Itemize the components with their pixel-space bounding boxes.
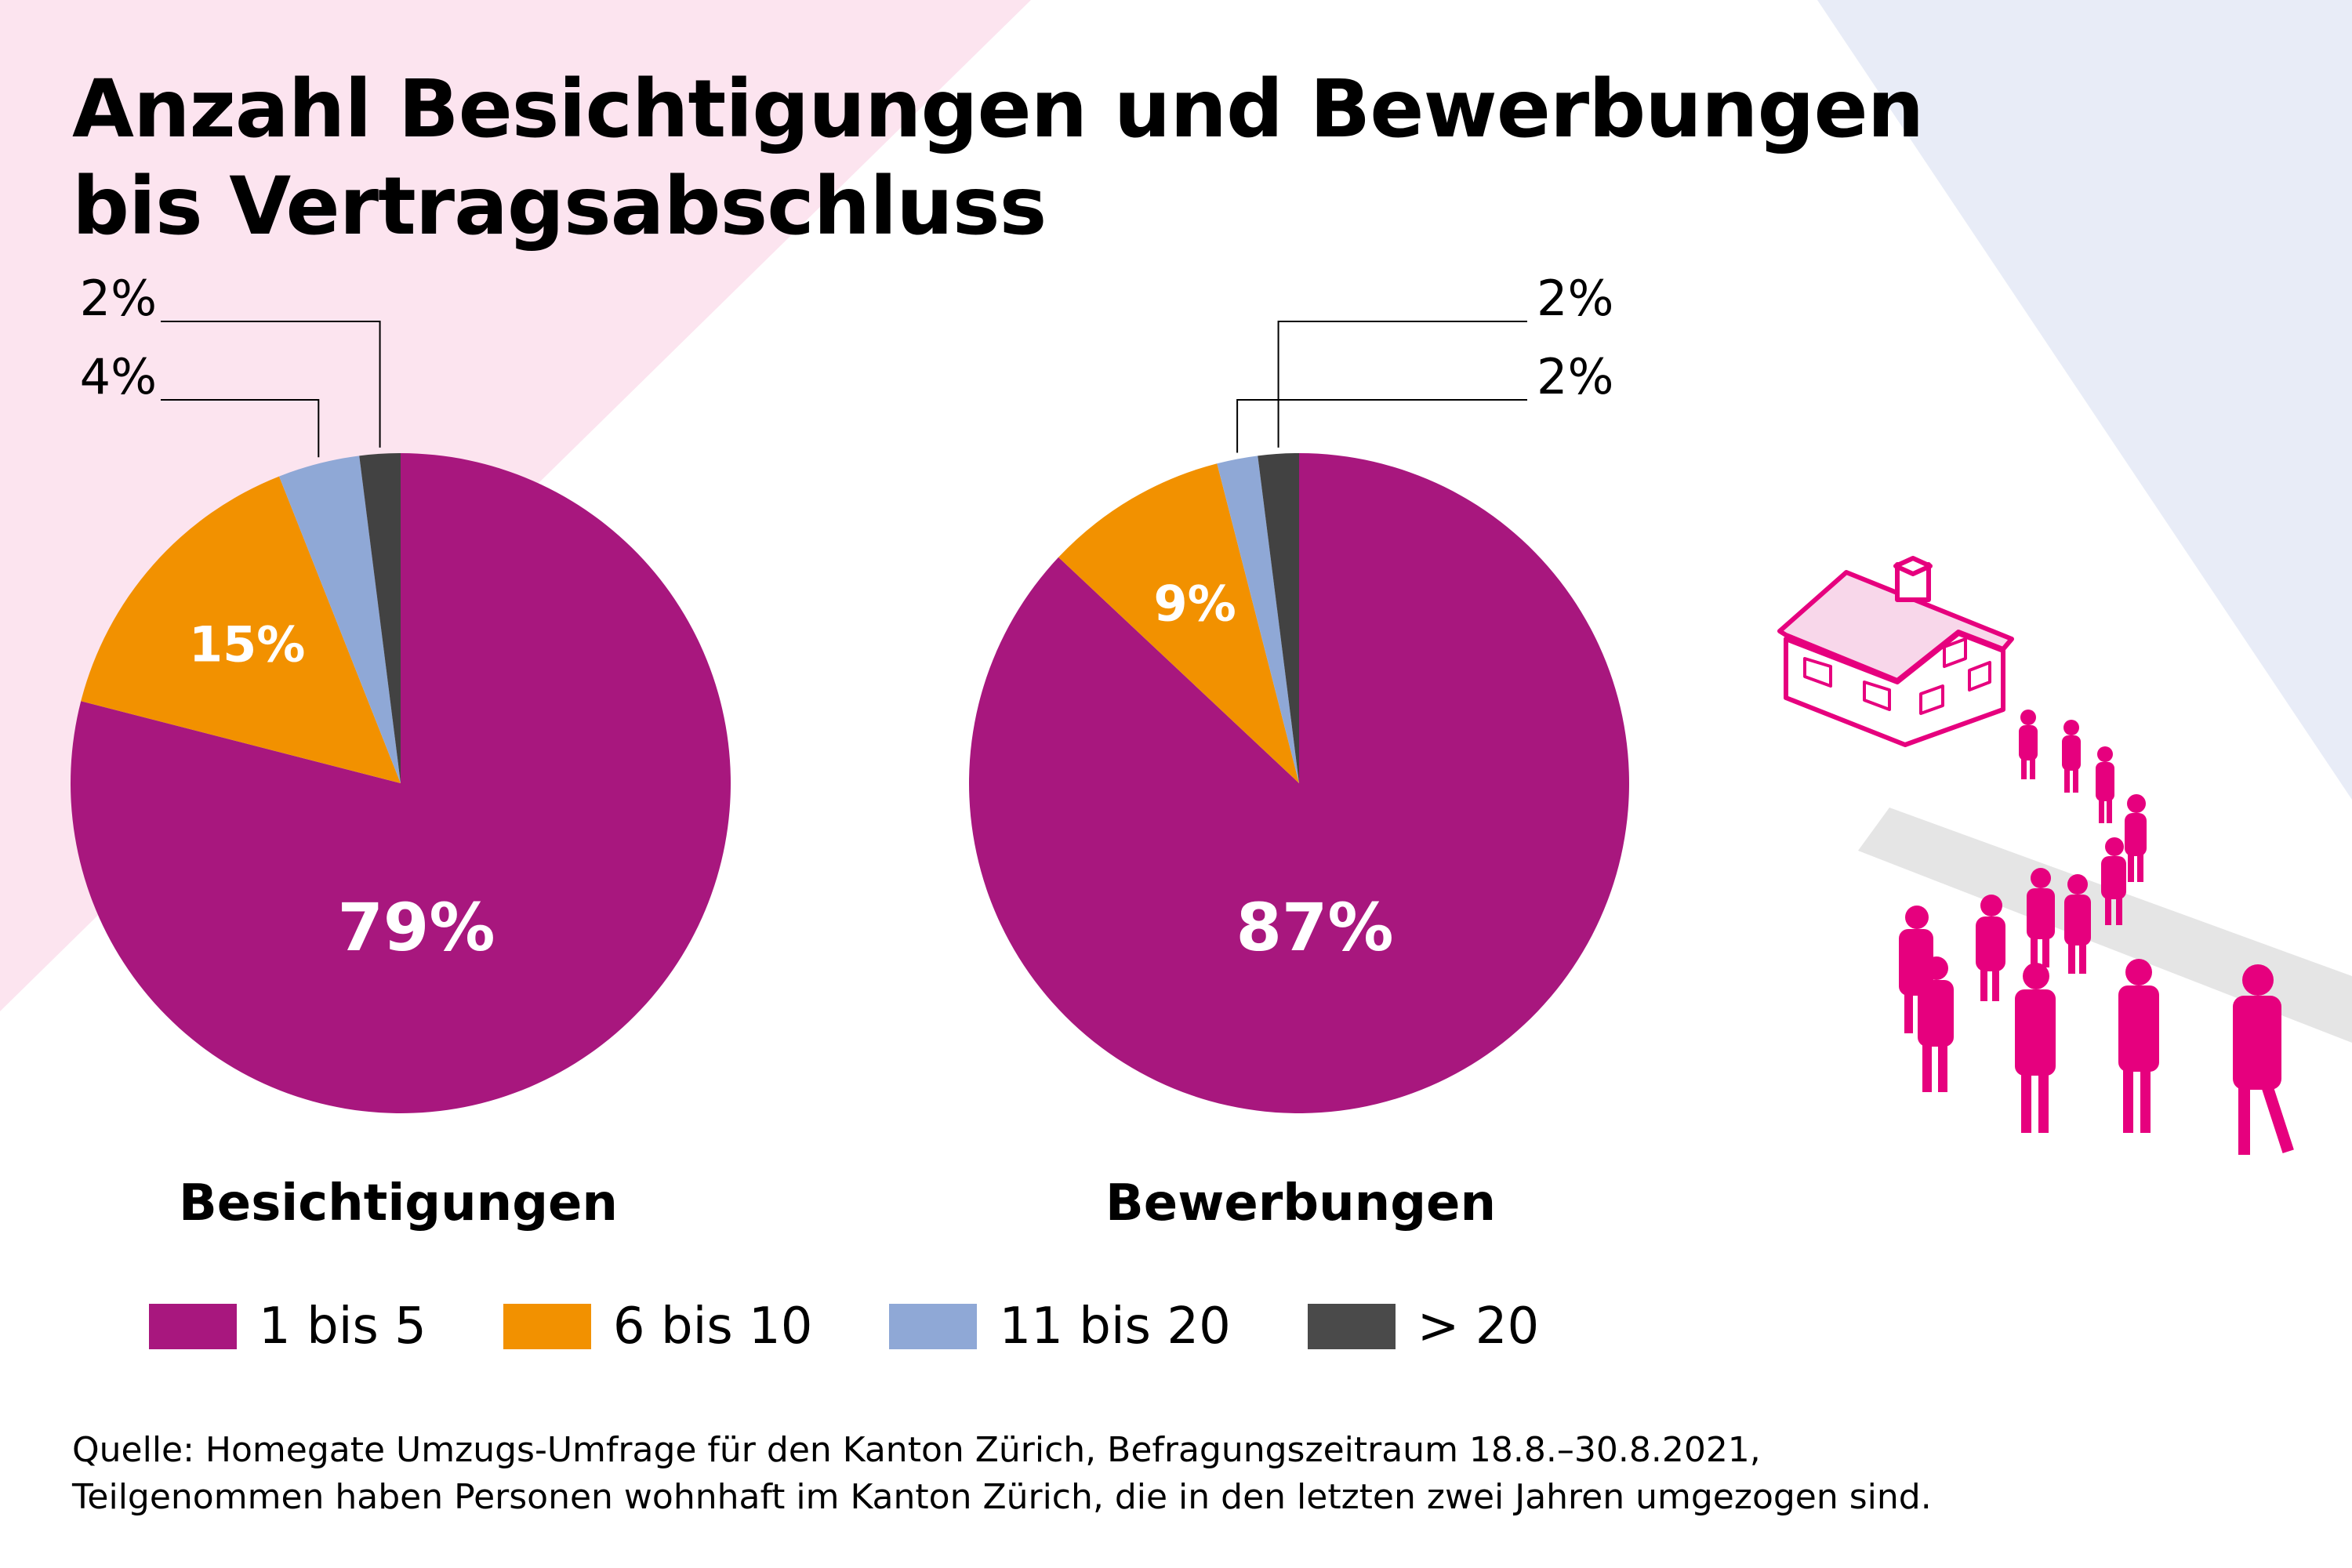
slice-label: 9%	[1153, 575, 1236, 632]
source-line-1: Quelle: Homegate Umzugs-Umfrage für den …	[72, 1430, 1761, 1470]
person-icon	[2233, 964, 2294, 1155]
person-icon	[2125, 794, 2147, 882]
person-icon	[2019, 710, 2038, 779]
legend-swatch	[1307, 1304, 1396, 1349]
person-icon	[2062, 720, 2081, 793]
slice-outer-label: 2%	[1537, 348, 1613, 405]
person-icon	[1918, 956, 1954, 1092]
slice-label: 15%	[189, 615, 305, 673]
legend-swatch	[149, 1304, 237, 1349]
legend-item-11-bis-20: 11 bis 20	[889, 1298, 1231, 1356]
pie-slice-bewerbungen-2	[1217, 456, 1299, 783]
legend-label: 6 bis 10	[612, 1298, 813, 1356]
pie-slice-besichtigungen-2	[279, 456, 401, 783]
legend-swatch	[889, 1304, 978, 1349]
slice-label: 87%	[1236, 889, 1393, 966]
bg-blue-triangle	[1817, 0, 2352, 800]
legend-label: > 20	[1417, 1298, 1540, 1356]
title-line-2: bis Vertragsabschluss	[72, 160, 1047, 253]
legend: 1 bis 5 6 bis 10 11 bis 20 > 20	[149, 1298, 1616, 1356]
leader-line	[161, 321, 381, 448]
pie-slice-besichtigungen-1	[81, 476, 401, 783]
slice-outer-label: 2%	[1537, 270, 1613, 327]
people-silhouettes	[1899, 710, 2294, 1155]
pie-title-besichtigungen: Besichtigungen	[179, 1174, 618, 1232]
legend-item-1-bis-5: 1 bis 5	[149, 1298, 426, 1356]
person-icon	[2064, 874, 2091, 974]
pie-slice-bewerbungen-1	[1058, 463, 1299, 783]
legend-item-6-bis-10: 6 bis 10	[503, 1298, 813, 1356]
page-title: Anzahl Besichtigungen und Bewerbungen bi…	[72, 61, 1924, 256]
pie-slice-bewerbungen-3	[1258, 453, 1299, 783]
slice-outer-label: 2%	[80, 270, 157, 327]
person-icon	[2015, 963, 2056, 1133]
pie-slice-besichtigungen-0	[71, 453, 731, 1113]
pie-slice-bewerbungen-0	[969, 453, 1630, 1113]
leader-line	[161, 399, 320, 458]
title-line-1: Anzahl Besichtigungen und Bewerbungen	[72, 63, 1924, 156]
person-icon	[2027, 868, 2055, 967]
slice-label: 79%	[337, 889, 495, 966]
person-icon	[2118, 959, 2159, 1133]
house-and-queue-illustration	[1777, 556, 2352, 1155]
legend-item-over-20: > 20	[1307, 1298, 1540, 1356]
person-icon	[2096, 746, 2114, 823]
house-icon	[1777, 556, 2014, 747]
leader-line	[1236, 399, 1527, 453]
legend-label: 1 bis 5	[259, 1298, 426, 1356]
legend-swatch	[503, 1304, 591, 1349]
pie-slice-besichtigungen-3	[359, 453, 401, 783]
pie-title-bewerbungen: Bewerbungen	[1105, 1174, 1496, 1232]
source-note: Quelle: Homegate Umzugs-Umfrage für den …	[72, 1427, 1932, 1521]
leader-line	[1277, 321, 1527, 448]
legend-label: 11 bis 20	[999, 1298, 1231, 1356]
person-icon	[1976, 895, 2005, 1001]
slice-outer-label: 4%	[80, 348, 157, 405]
person-icon	[2101, 837, 2126, 925]
source-line-2: Teilgenommen haben Personen wohnhaft im …	[72, 1477, 1932, 1517]
